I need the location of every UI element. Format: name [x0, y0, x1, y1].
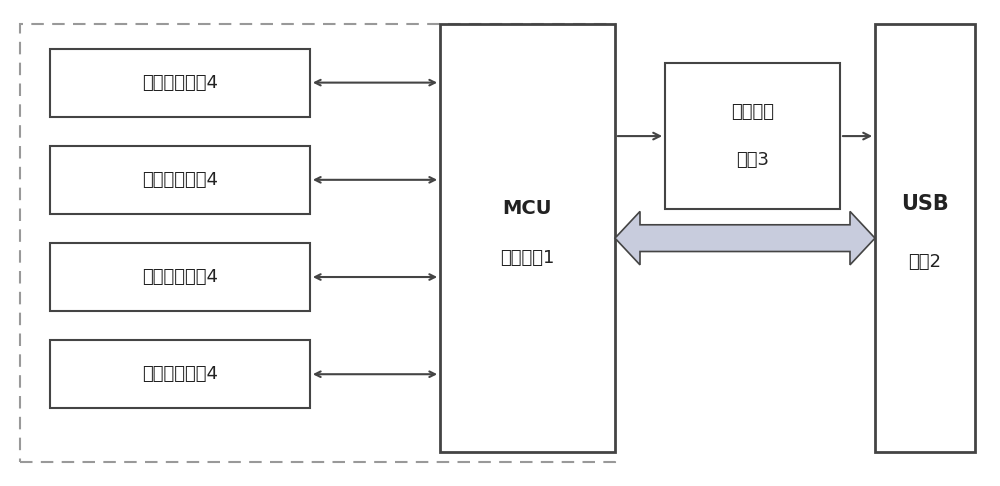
Bar	[20, 24, 615, 462]
Bar	[665, 63, 840, 209]
Text: MCU: MCU	[503, 199, 552, 219]
Bar	[875, 24, 975, 452]
Polygon shape	[615, 211, 875, 265]
Text: USB: USB	[901, 194, 949, 214]
Bar	[50, 146, 310, 214]
Text: 电极测控回路4: 电极测控回路4	[142, 365, 218, 383]
Text: 控制核心1: 控制核心1	[500, 248, 555, 267]
Text: 电路3: 电路3	[736, 151, 769, 170]
Text: 电极测控回路4: 电极测控回路4	[142, 73, 218, 92]
Bar	[50, 340, 310, 408]
Text: 电极测控回路4: 电极测控回路4	[142, 171, 218, 189]
Bar	[440, 24, 615, 452]
Bar	[50, 243, 310, 311]
Text: 电极测控回路4: 电极测控回路4	[142, 268, 218, 286]
Bar	[50, 49, 310, 117]
Text: 接口2: 接口2	[908, 253, 942, 272]
Text: 电源转换: 电源转换	[731, 103, 774, 121]
